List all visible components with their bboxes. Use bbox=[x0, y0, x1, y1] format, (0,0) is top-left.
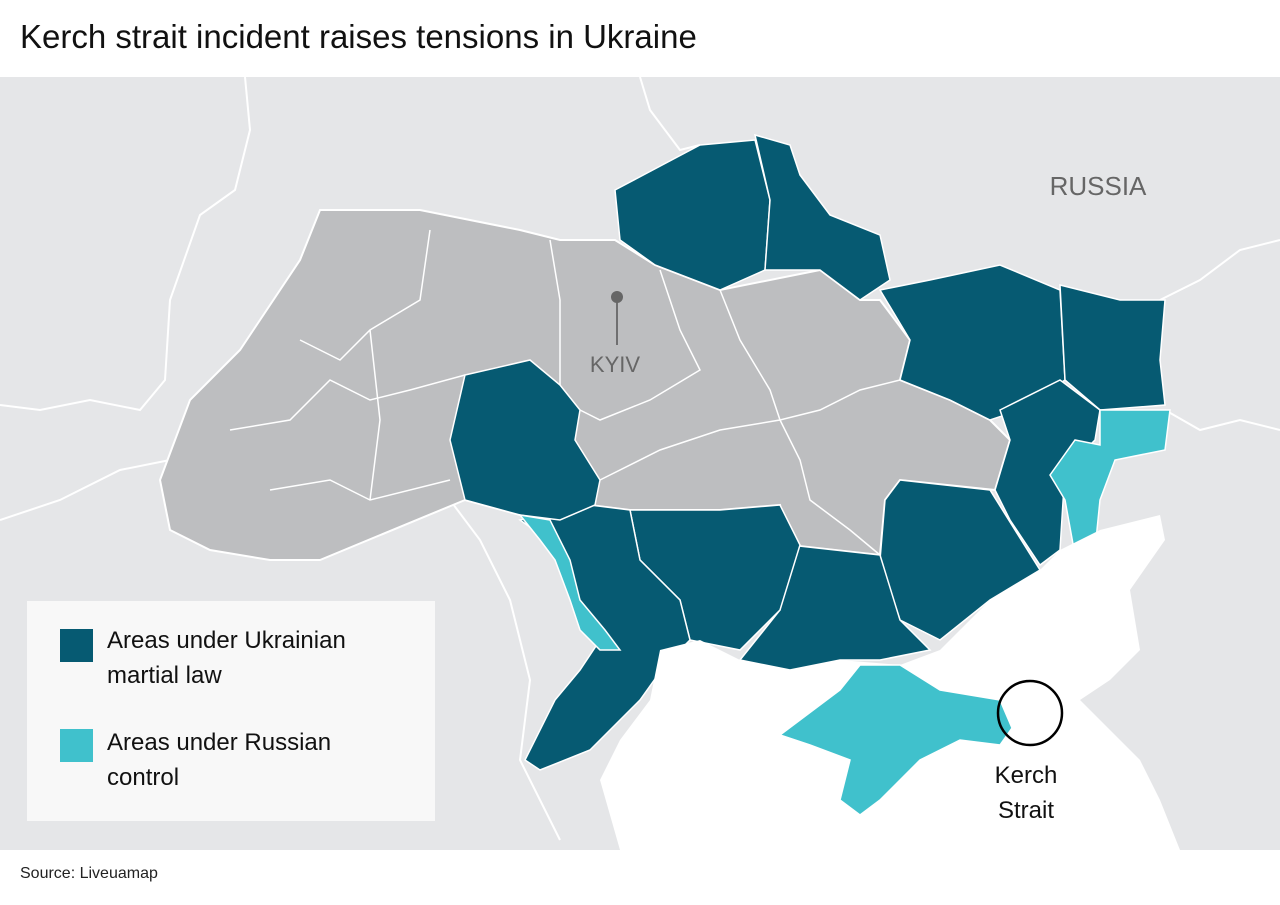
kerch-strait-marker bbox=[996, 679, 1064, 747]
luhansk-oblast bbox=[1059, 284, 1166, 411]
kyiv-pin-icon bbox=[611, 291, 623, 303]
zaporizhzhia-oblast bbox=[879, 479, 1042, 641]
sumy-oblast bbox=[753, 133, 891, 301]
legend-label-martial-law: Areas under Ukrainian martial law bbox=[107, 627, 346, 689]
oblast-borders bbox=[229, 229, 901, 556]
legend-swatch-russian-control bbox=[60, 729, 93, 762]
legend: Areas under Ukrainian martial law Areas … bbox=[27, 601, 435, 821]
country-borders bbox=[0, 77, 1280, 841]
kyiv-label: KYIV bbox=[590, 352, 640, 377]
legend-label-russian-control: Areas under Russian control bbox=[107, 729, 332, 791]
kerch-label-line2: Strait bbox=[998, 797, 1054, 824]
russia-label: RUSSIA bbox=[1050, 171, 1147, 201]
transnistria bbox=[518, 513, 622, 651]
kerch-label-line1: Kerch bbox=[995, 762, 1058, 789]
crimea bbox=[778, 664, 1013, 816]
martial-law-oblasts bbox=[449, 133, 1166, 771]
source-note: Source: Liveuamap bbox=[20, 865, 158, 882]
map-title: Kerch strait incident raises tensions in… bbox=[20, 18, 697, 55]
vinnytsia-oblast bbox=[449, 359, 601, 521]
legend-swatch-martial-law bbox=[60, 629, 93, 662]
